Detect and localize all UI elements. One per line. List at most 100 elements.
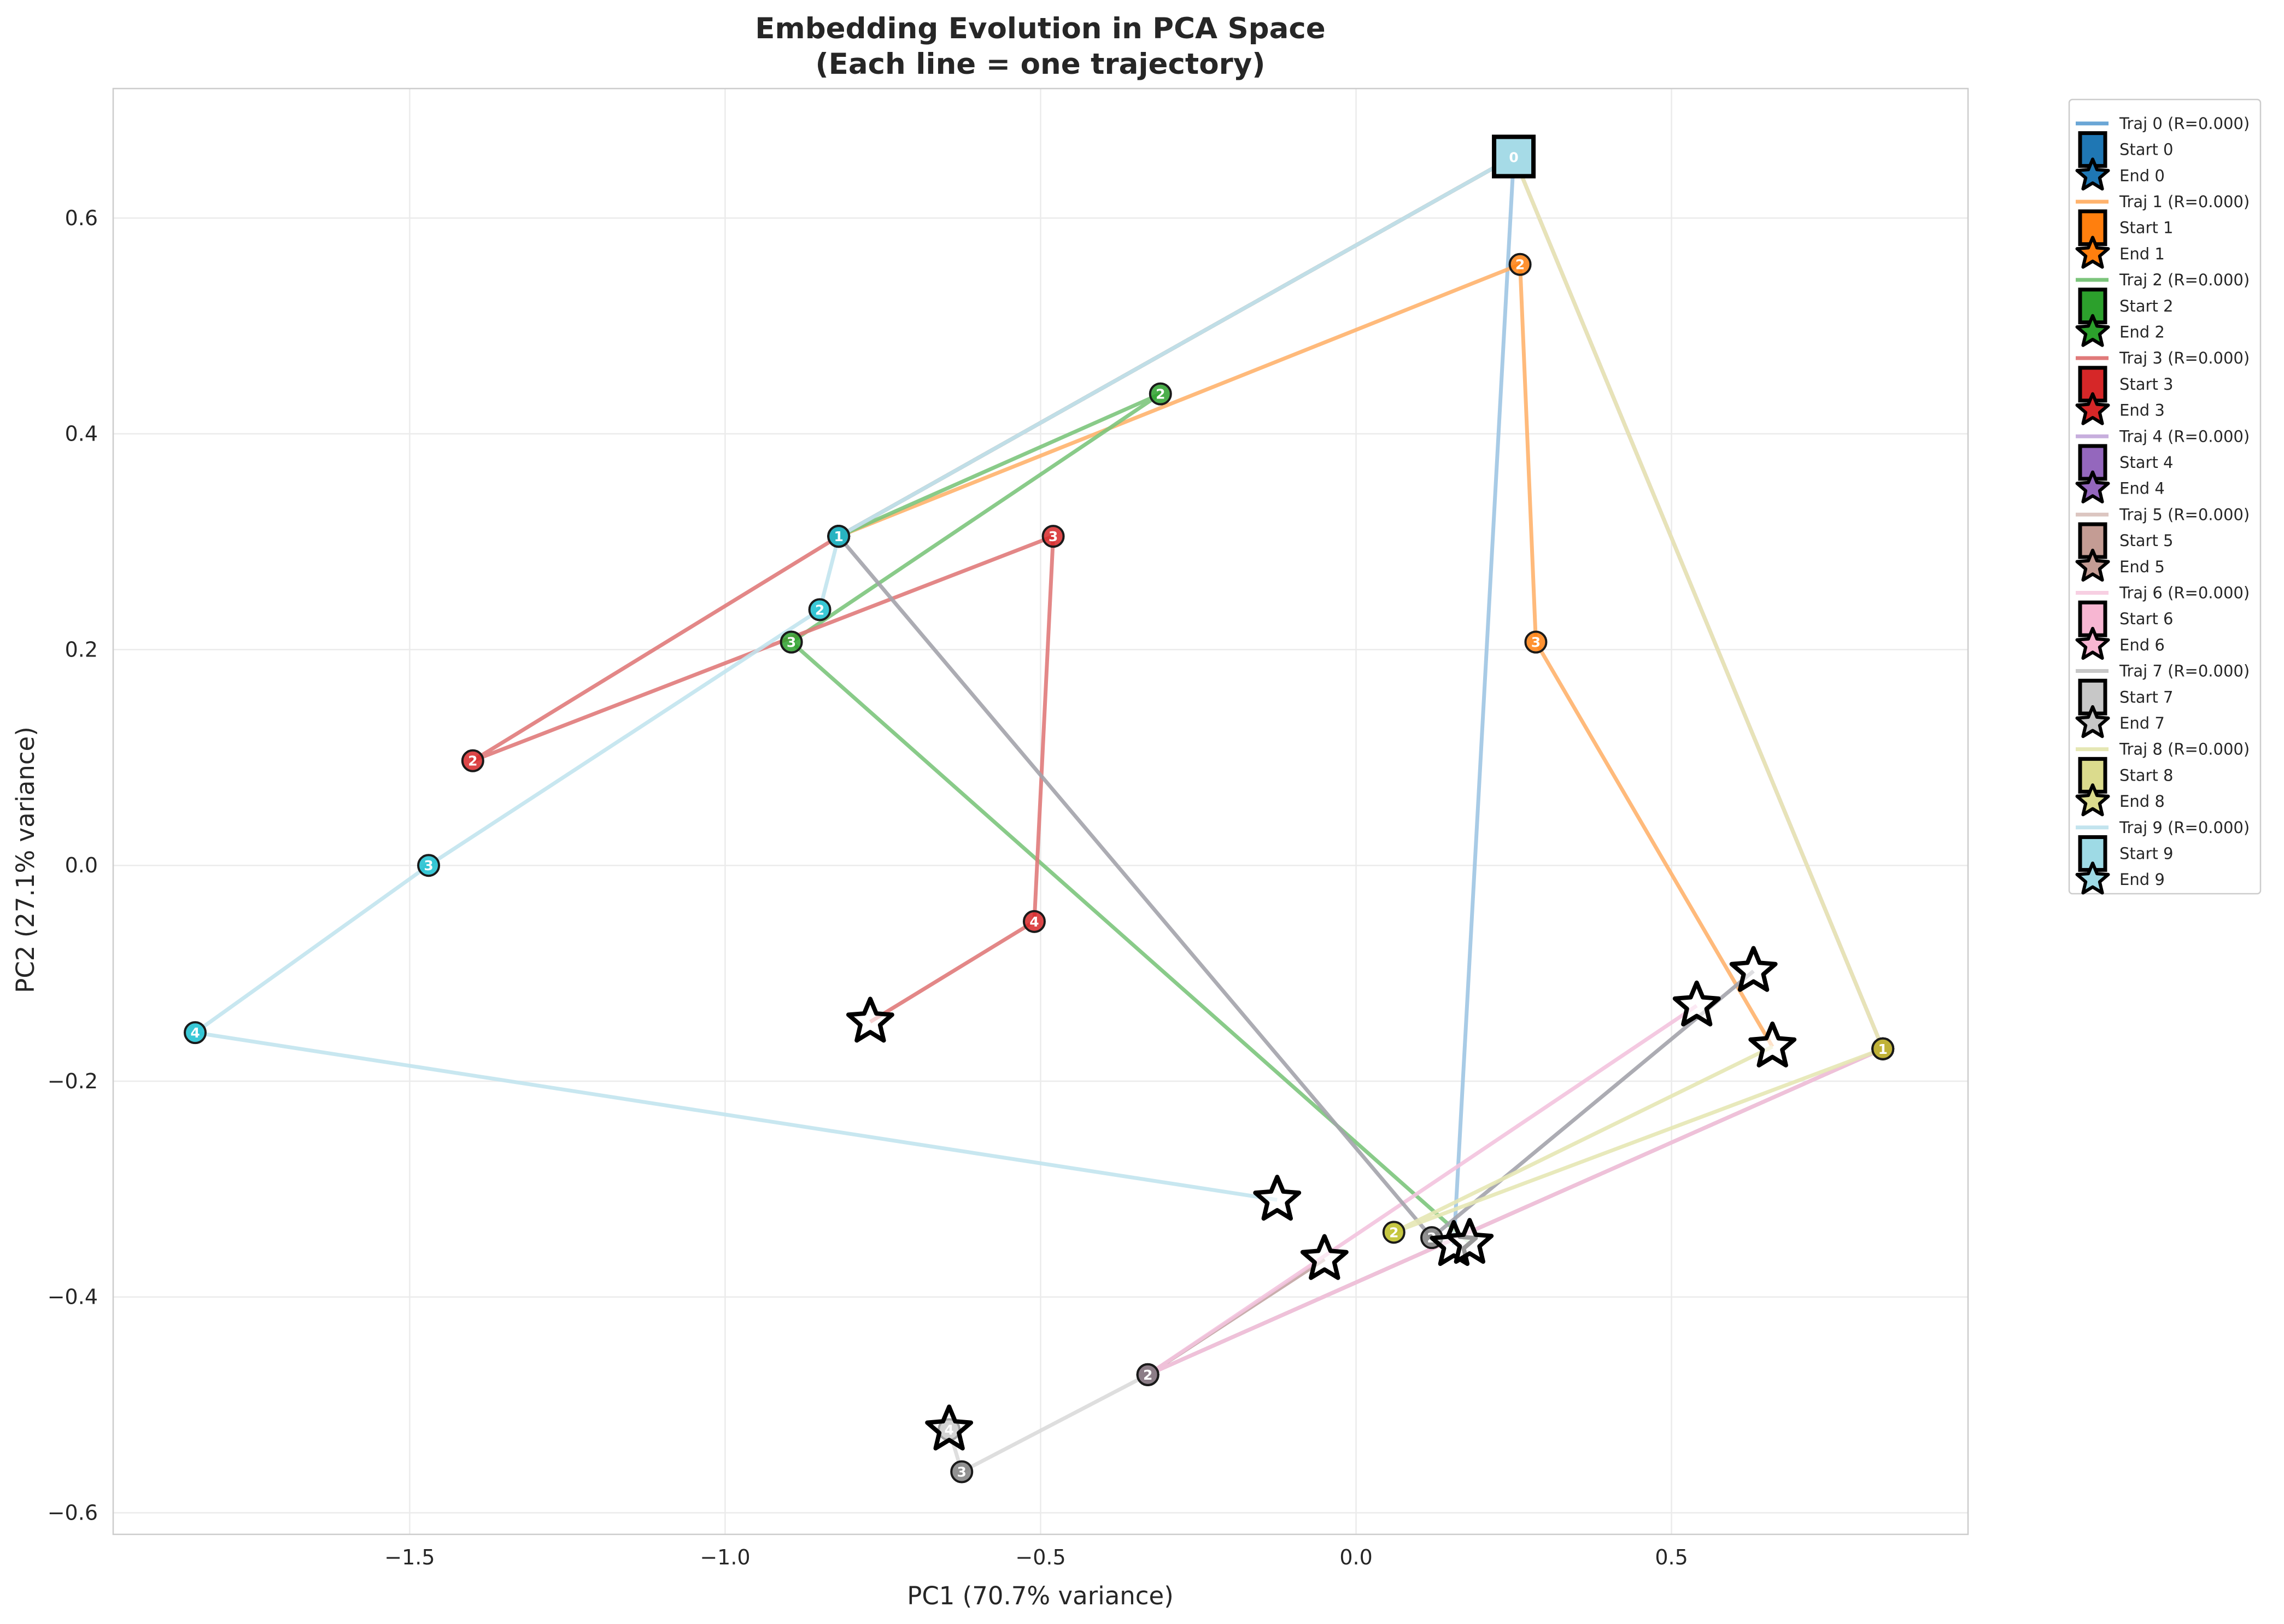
legend-end-swatch [2075, 392, 2110, 425]
start-step-label: 0 [1509, 149, 1518, 165]
legend-end-label: End 1 [2119, 244, 2165, 263]
step-marker [1871, 1037, 1895, 1060]
step-marker [461, 749, 484, 772]
end-marker-star [1748, 1021, 1797, 1068]
x-axis-label: PC1 (70.7% variance) [907, 1581, 1174, 1610]
legend-end-label: End 3 [2119, 401, 2165, 420]
legend-traj-label: Traj 3 (R=0.000) [2119, 349, 2250, 367]
step-marker [1508, 253, 1532, 276]
legend-start-label: Start 1 [2119, 219, 2174, 237]
legend-traj-label: Traj 1 (R=0.000) [2119, 192, 2250, 211]
legend-traj-label: Traj 6 (R=0.000) [2119, 583, 2250, 602]
step-number-label: 3 [1049, 529, 1058, 544]
legend-end-label: End 0 [2119, 166, 2165, 185]
end-marker-star [1253, 1175, 1302, 1221]
y-tick-label: 0.6 [65, 206, 98, 230]
y-tick-label: 0.4 [65, 422, 98, 446]
start-marker [1492, 134, 1536, 179]
y-tick-label: −0.2 [48, 1069, 98, 1093]
x-tick-label: 0.5 [1655, 1545, 1688, 1569]
trajectory-line [1392, 156, 1885, 1234]
step-marker [417, 854, 441, 877]
legend-end-label: End 2 [2119, 323, 2165, 341]
step-marker [780, 630, 803, 654]
legend-start-label: Start 6 [2119, 609, 2174, 628]
legend-start-label: Start 3 [2119, 375, 2174, 394]
end-marker-star [1672, 980, 1721, 1027]
step-marker [950, 1460, 974, 1484]
step-number-label: 3 [787, 635, 796, 650]
plot-frame [112, 87, 1969, 1535]
x-tick-label: −1.5 [384, 1545, 435, 1569]
y-axis-label: PC2 (27.1% variance) [11, 726, 40, 993]
legend-end-swatch [2075, 470, 2110, 503]
legend-traj-label: Traj 0 (R=0.000) [2119, 114, 2250, 133]
legend-frame [2068, 98, 2262, 895]
legend-start-label: Start 8 [2119, 766, 2174, 784]
plot-area: −1.5 −1.0 −0.5 0.0 0.5 −0.6 −0.4 −0.2 0.0 0.2 0.4 0… [48, 87, 1969, 1569]
trajectory-line [1451, 156, 1516, 1246]
legend-end-label: End 9 [2119, 870, 2165, 889]
legend-traj-label: Traj 4 (R=0.000) [2119, 427, 2250, 445]
y-tick-label: −0.6 [48, 1501, 98, 1525]
legend-end-swatch [2075, 626, 2110, 660]
legend-traj-label: Traj 9 (R=0.000) [2119, 818, 2250, 837]
step-number-label: 2 [815, 602, 824, 618]
chart-title-line-1: Embedding Evolution in PCA Space [755, 12, 1325, 45]
legend-end-swatch [2075, 236, 2110, 269]
legend-traj-label: Traj 2 (R=0.000) [2119, 271, 2250, 289]
step-marker [1382, 1221, 1405, 1244]
legend-end-label: End 4 [2119, 479, 2165, 498]
legend-traj-label: Traj 5 (R=0.000) [2119, 505, 2250, 524]
x-tick-label: 0.0 [1339, 1545, 1372, 1569]
legend-end-label: End 7 [2119, 714, 2165, 732]
step-number-label: 1 [834, 529, 843, 544]
legend-end-label: End 6 [2119, 636, 2165, 654]
legend-start-label: Start 5 [2119, 531, 2174, 550]
step-marker [184, 1021, 207, 1045]
legend-end-swatch [2075, 783, 2110, 817]
end-marker-star [925, 1404, 974, 1451]
end-marker-star [1300, 1234, 1349, 1280]
legend-end-swatch [2075, 314, 2110, 347]
step-marker [1022, 910, 1046, 933]
legend-start-label: Start 9 [2119, 844, 2174, 863]
step-marker [1041, 525, 1065, 548]
step-number-label: 2 [1389, 1224, 1398, 1240]
legend-start-swatch [2078, 757, 2107, 794]
legend-end-swatch [2075, 548, 2110, 582]
y-tick-label: 0.0 [65, 853, 98, 877]
end-marker-star [1729, 946, 1778, 992]
legend-end-label: End 5 [2119, 558, 2165, 576]
step-marker [1136, 1363, 1159, 1386]
step-number-label: 3 [957, 1464, 967, 1480]
step-number-label: 2 [1515, 257, 1525, 273]
step-marker [808, 598, 831, 622]
step-marker [1149, 382, 1172, 406]
step-marker [1524, 630, 1548, 654]
end-marker-star [1445, 1218, 1494, 1264]
legend-traj-label: Traj 7 (R=0.000) [2119, 662, 2250, 681]
legend-end-swatch [2075, 705, 2110, 738]
legend: Traj 0 (R=0.000) Start 0 End 0 Traj 1 (R=0.… [2068, 98, 2262, 895]
legend-start-label: Start 2 [2119, 297, 2174, 315]
legend-start-label: Start 0 [2119, 140, 2174, 159]
x-tick-label: −1.0 [700, 1545, 750, 1569]
step-number-label: 3 [1531, 635, 1541, 650]
legend-start-label: Start 7 [2119, 688, 2174, 706]
chart-title-line-2: (Each line = one trajectory) [815, 48, 1265, 81]
legend-end-swatch [2075, 157, 2110, 191]
chart-title: Embedding Evolution in PCA Space (Each l… [755, 12, 1325, 81]
step-number-label: 1 [1878, 1041, 1887, 1057]
step-number-label: 4 [1029, 914, 1039, 930]
legend-end-swatch [2075, 861, 2110, 895]
step-number-label: 2 [1143, 1367, 1152, 1383]
legend-end-label: End 8 [2119, 792, 2165, 811]
step-number-label: 3 [424, 858, 433, 873]
y-tick-label: 0.2 [65, 637, 98, 661]
step-number-label: 2 [1156, 386, 1165, 402]
step-marker [827, 525, 851, 548]
y-tick-label: −0.4 [48, 1285, 98, 1309]
legend-start-label: Start 4 [2119, 453, 2174, 472]
